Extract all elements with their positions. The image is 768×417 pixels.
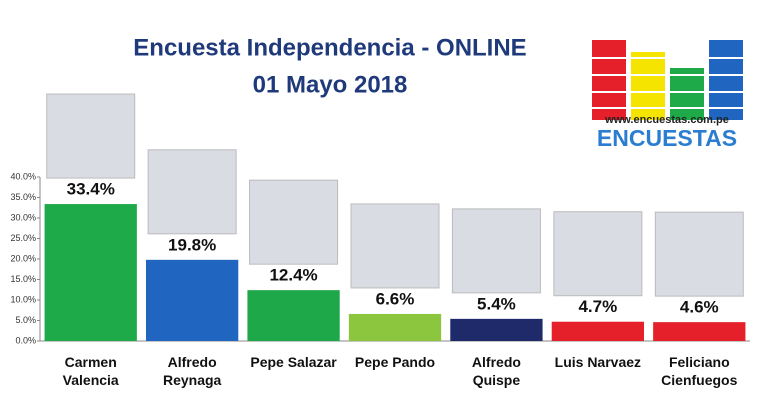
photo [654,211,744,297]
chart-subtitle: 01 Mayo 2018 [253,71,408,98]
logo-bar [631,52,665,120]
logo-bar [592,40,626,120]
y-tick-label: 35.0% [10,192,36,202]
x-tick-label: Feliciano Cienfuegos [661,354,738,388]
y-tick-label: 10.0% [10,294,36,304]
bar [44,204,137,341]
x-tick-label: Pepe Salazar [250,354,337,370]
photo [451,208,541,294]
bar [145,259,239,341]
value-label: 12.4% [269,266,317,285]
x-tick-label: Alfredo Quispe [471,354,521,388]
photo [249,179,339,265]
y-tick-label: 20.0% [10,253,36,263]
photo [350,203,440,289]
photo [46,93,136,179]
y-tick-label: 0.0% [15,335,36,345]
y-tick-label: 40.0% [10,171,36,181]
logo-name: ENCUESTAS [597,125,737,151]
logo-bar [709,40,743,120]
bar [348,313,442,341]
value-label: 19.8% [168,235,216,254]
photo [553,211,643,297]
value-label: 5.4% [477,294,516,313]
x-tick-label: Luis Narvaez [554,354,642,370]
chart-title: Encuesta Independencia - ONLINE [133,34,526,61]
bar [551,321,645,341]
bar [247,290,340,341]
logo-bar [670,68,704,120]
logo: www.encuestas.com.pe ENCUESTAS [590,40,745,151]
y-tick-label: 30.0% [10,212,36,222]
photo [147,149,237,235]
x-tick-label: Pepe Pando [354,354,436,370]
bar [653,322,746,341]
x-tick-label: Alfredo Reynaga [162,354,222,388]
y-tick-label: 15.0% [10,274,36,284]
x-tick-label: Carmen Valencia [62,354,119,388]
bar [450,318,543,341]
logo-url: www.encuestas.com.pe [604,114,729,126]
value-label: 4.6% [680,298,719,317]
logo-stripes [590,57,745,109]
value-label: 33.4% [67,180,115,199]
y-tick-label: 5.0% [15,315,36,325]
value-label: 6.6% [376,289,415,308]
y-tick-label: 25.0% [10,233,36,243]
value-label: 4.7% [578,297,617,316]
